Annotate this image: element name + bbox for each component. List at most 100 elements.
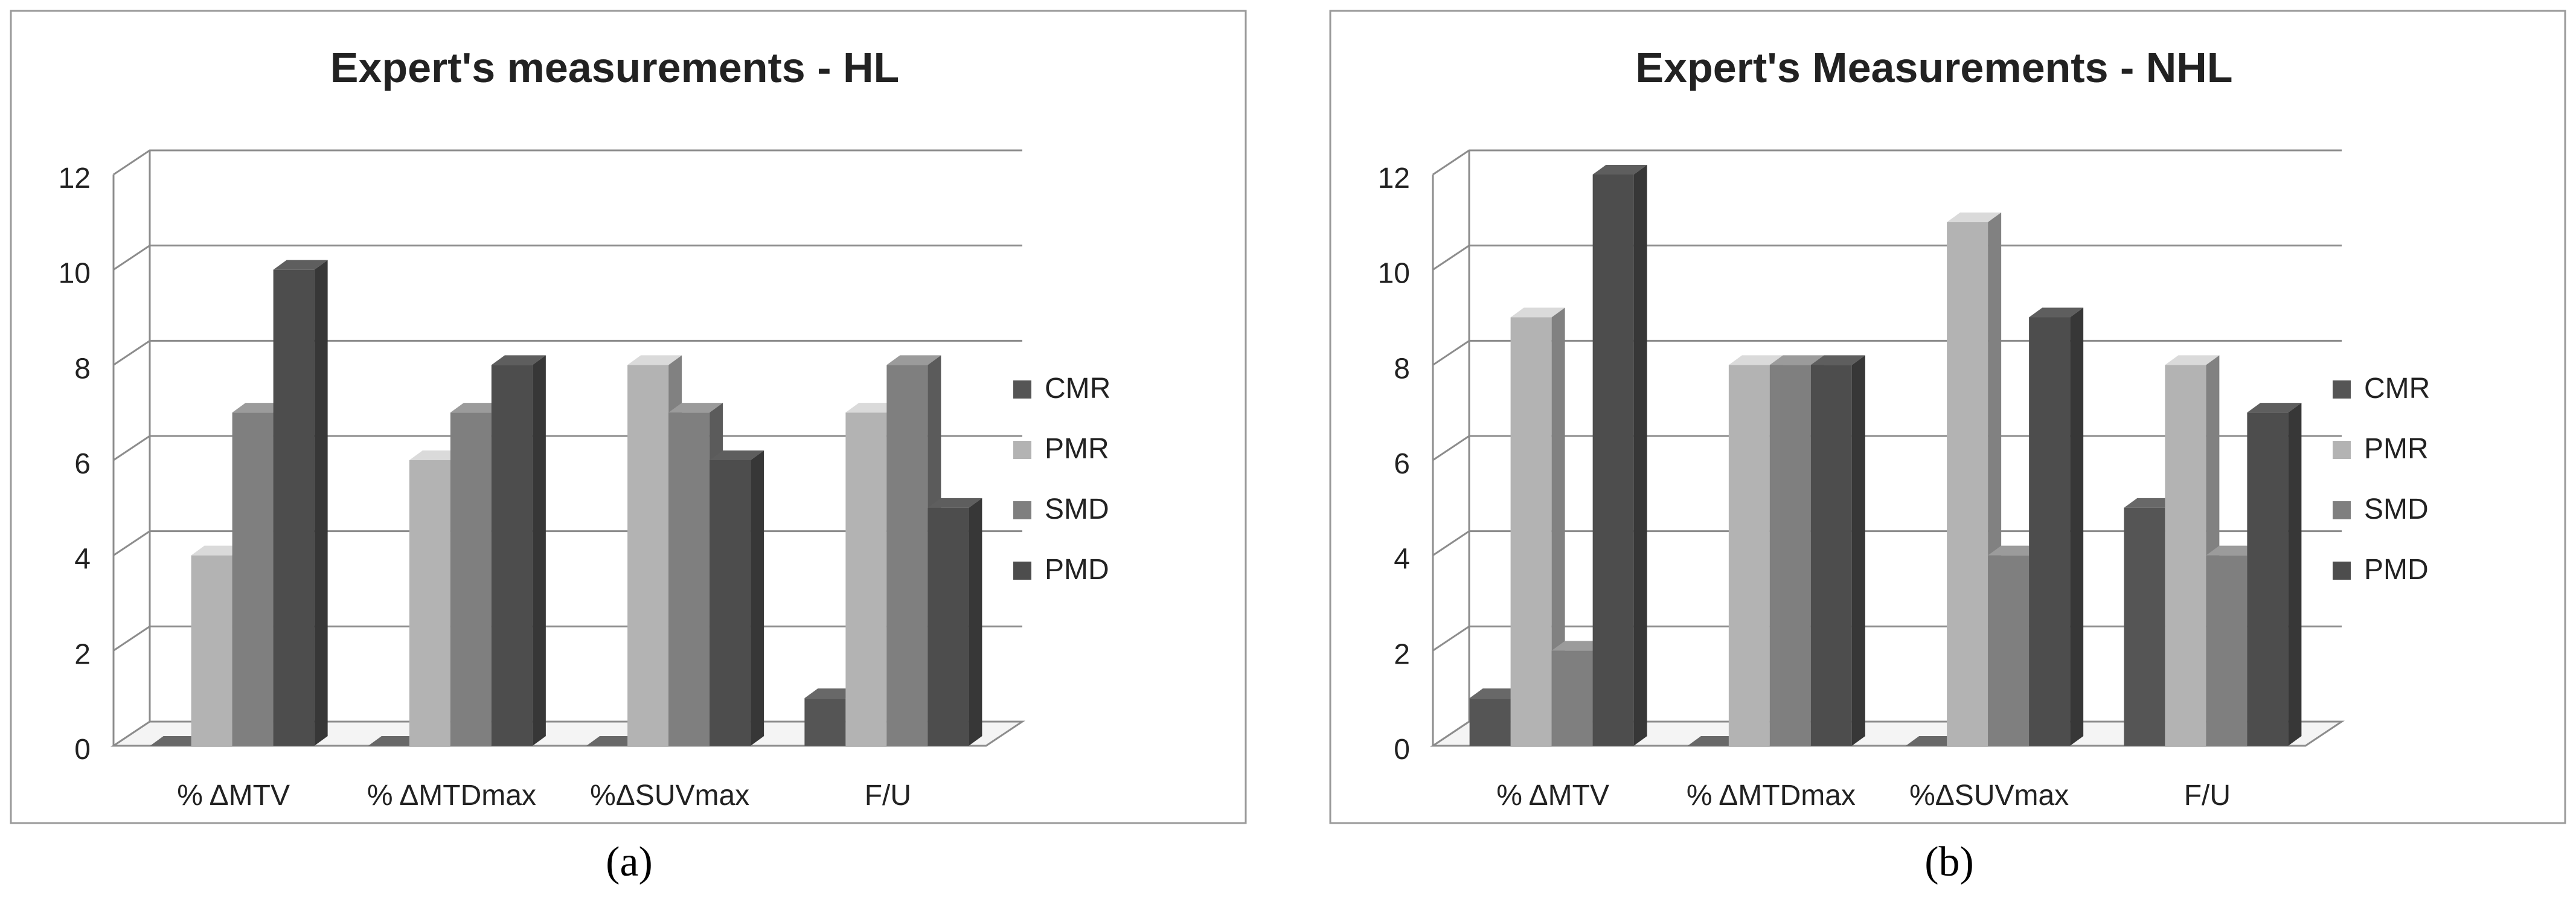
bar-side	[532, 355, 546, 746]
y-tick-label: 6	[74, 448, 91, 480]
bar-front	[273, 269, 315, 746]
bar-side	[969, 498, 982, 746]
bar-top	[668, 403, 723, 413]
legend-swatch-smd	[1013, 501, 1031, 519]
bar-top	[191, 545, 246, 556]
bar-top	[1810, 355, 1865, 365]
bar-side	[314, 260, 328, 746]
bar-side	[1633, 165, 1647, 746]
x-category-label: %ΔSUVmax	[1909, 780, 2069, 812]
chart-title: Expert's measurements - HL	[330, 44, 900, 91]
bar-front	[1728, 365, 1770, 746]
legend-label-pmd: PMD	[2364, 554, 2429, 586]
bar-front	[450, 412, 492, 746]
bar-top	[586, 736, 641, 746]
bar-top	[2029, 307, 2084, 318]
legend-swatch-smd	[2333, 501, 2351, 519]
bar-side	[2070, 307, 2084, 746]
legend-swatch-pmr	[2333, 441, 2351, 459]
bar-front	[1592, 175, 1634, 746]
bar-top	[710, 450, 764, 460]
legend-swatch-cmr	[2333, 380, 2351, 399]
bar-front	[2029, 317, 2071, 746]
legend-label-pmd: PMD	[1045, 554, 1109, 586]
bar-front	[2206, 555, 2248, 746]
bar-front	[627, 365, 669, 746]
bar-top	[1592, 165, 1647, 175]
bar-top	[1947, 212, 2002, 222]
legend-label-cmr: CMR	[2364, 373, 2430, 405]
legend-swatch-cmr	[1013, 380, 1031, 399]
bar-front	[409, 460, 450, 746]
bar-top	[886, 355, 941, 365]
y-tick-label: 12	[1378, 162, 1410, 194]
bar-front	[191, 555, 232, 746]
bar-front	[232, 412, 274, 746]
bar-front	[668, 412, 710, 746]
x-category-label: % ΔMTV	[177, 780, 290, 812]
bar-top	[804, 688, 859, 699]
bar-front	[886, 365, 928, 746]
bar-front	[845, 412, 887, 746]
caption-a: (a)	[606, 839, 653, 885]
bar-top	[845, 403, 900, 413]
y-tick-label: 8	[74, 353, 91, 385]
x-category-label: %ΔSUVmax	[590, 780, 749, 812]
bar-cmr-1	[1687, 736, 1742, 746]
legend-swatch-pmr	[1013, 441, 1031, 459]
y-tick-label: 4	[1394, 543, 1410, 575]
bar-pmd-0	[1592, 165, 1647, 746]
chart-panel-a: Expert's measurements - HL 0 2 4 6 8 10 12 % ΔMT…	[10, 10, 1247, 824]
bar-top	[450, 403, 505, 413]
bar-front	[1988, 555, 2030, 746]
legend-label-smd: SMD	[1045, 493, 1109, 525]
bar-top	[1728, 355, 1783, 365]
bar-front	[1469, 698, 1511, 746]
bar-front	[2247, 412, 2289, 746]
bar-front	[710, 460, 751, 746]
bar-top	[273, 260, 328, 270]
bar-top	[928, 498, 982, 508]
bar-pmd-1	[491, 355, 546, 746]
chart-title: Expert's Measurements - NHL	[1635, 44, 2232, 91]
bar-pmr-0	[1510, 307, 1565, 746]
legend-swatch-pmd	[2333, 562, 2351, 580]
y-tick-label: 10	[1378, 258, 1410, 290]
y-tick-label: 0	[74, 734, 91, 766]
x-category-label: F/U	[865, 780, 911, 812]
bar-side	[751, 450, 764, 746]
bar-top	[368, 736, 423, 746]
bar-top	[1469, 688, 1524, 699]
bar-top	[1551, 641, 1606, 651]
bar-top	[232, 403, 287, 413]
bar-top	[1906, 736, 1961, 746]
x-category-label: % ΔMTDmax	[1687, 780, 1856, 812]
bar-pmd-1	[1810, 355, 1865, 746]
bar-top	[2247, 403, 2302, 413]
bar-front	[2165, 365, 2206, 746]
bar-top	[409, 450, 464, 460]
legend-swatch-pmd	[1013, 562, 1031, 580]
x-category-label: F/U	[2184, 780, 2231, 812]
y-tick-label: 12	[59, 162, 91, 194]
bar-pmd-2	[710, 450, 764, 746]
bar-top	[1988, 545, 2043, 556]
legend-label-smd: SMD	[2364, 493, 2429, 525]
y-tick-label: 8	[1394, 353, 1410, 385]
bar-front	[1810, 365, 1852, 746]
y-tick-label: 2	[1394, 638, 1410, 670]
bar-top	[627, 355, 682, 365]
bar-front	[1769, 365, 1811, 746]
bar-top	[2165, 355, 2220, 365]
bar-pmd-0	[273, 260, 328, 746]
bar-side	[1551, 307, 1565, 746]
y-tick-label: 6	[1394, 448, 1410, 480]
y-tick-label: 10	[59, 258, 91, 290]
bar-top	[1510, 307, 1565, 318]
x-category-label: % ΔMTV	[1496, 780, 1609, 812]
bar-top	[1687, 736, 1742, 746]
bar-pmd-3	[2247, 403, 2302, 746]
y-tick-label: 4	[74, 543, 91, 575]
bar-cmr-2	[1906, 736, 1961, 746]
chart-panel-b: Expert's Measurements - NHL 0 2 4 6 8 10 12 % ΔM…	[1329, 10, 2566, 824]
